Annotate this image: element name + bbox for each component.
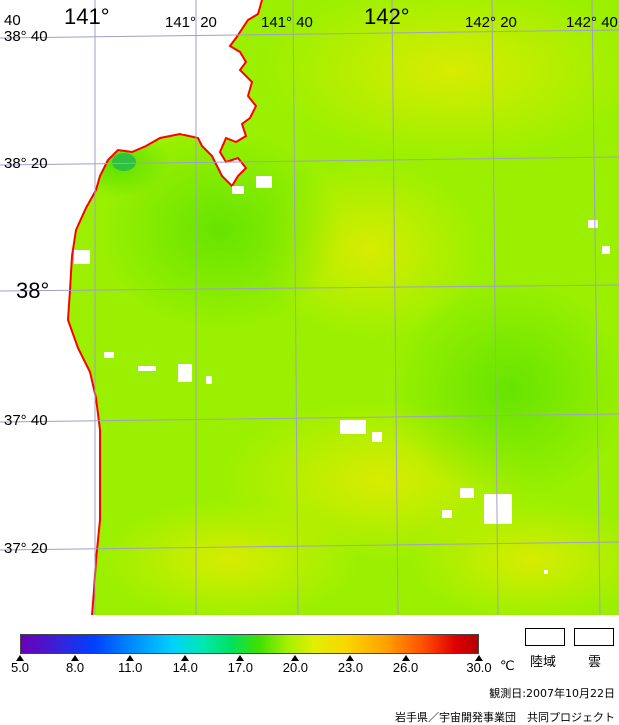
colorbar-tick-label: 8.0 (66, 660, 85, 675)
colorbar-tick-label: 23.0 (337, 660, 364, 675)
cloud-legend-label: 雲 (588, 655, 602, 670)
colorbar-tick-label: 26.0 (392, 660, 419, 675)
lat-label-38-40: 38° 40 (4, 28, 48, 45)
colorbar-tick-label: 20.0 (282, 660, 309, 675)
colorbar-tick-mark (126, 655, 135, 661)
lon-label-141-20: 141° 20 (165, 14, 217, 31)
unit-label: ℃ (500, 659, 515, 674)
observation-date: 観測日:2007年10月22日 (489, 687, 615, 700)
colorbar-tick-label: 30.0 (466, 660, 492, 675)
lat-label-37-20: 37° 20 (4, 540, 48, 557)
land-legend-label: 陸域 (530, 655, 557, 670)
lat-label-38: 38° (16, 278, 50, 303)
colorbar-tick-mark (236, 655, 245, 661)
land-swatch (525, 628, 565, 646)
land-area (0, 0, 262, 615)
lat-label-37-40: 37° 40 (4, 412, 48, 429)
colorbar-tick-mark (16, 655, 24, 661)
lon-label-142-20: 142° 20 (465, 14, 517, 31)
colorbar-tick-mark (181, 655, 190, 661)
credit-text: 岩手県／宇宙開発事業団 共同プロジェクト (395, 711, 615, 724)
colorbar-tick-mark (71, 655, 80, 661)
cloud-patches (74, 126, 610, 574)
sea-surface-temperature-map (0, 0, 619, 615)
colorbar-tick-label: 14.0 (172, 660, 198, 675)
lon-label-140-40: 40 (4, 12, 21, 29)
colorbar-tick-mark (475, 655, 483, 661)
colorbar-tick-mark (346, 655, 355, 661)
lat-label-38-20: 38° 20 (4, 155, 48, 172)
lon-label-141-40: 141° 40 (261, 14, 313, 31)
graticule (0, 0, 619, 615)
colorbar-tick-label: 5.0 (10, 660, 30, 675)
colorbar-tick-mark (291, 655, 300, 661)
temperature-colorbar (20, 634, 479, 654)
colorbar-tick-mark (401, 655, 410, 661)
lon-label-142-40: 142° 40 (566, 14, 618, 31)
coastline (66, 0, 263, 615)
lon-label-142: 142° (364, 4, 410, 29)
colorbar-tick-label: 11.0 (117, 660, 143, 675)
cloud-swatch (574, 628, 614, 646)
colorbar-tick-label: 17.0 (227, 660, 253, 675)
lon-label-141: 141° (64, 4, 110, 29)
